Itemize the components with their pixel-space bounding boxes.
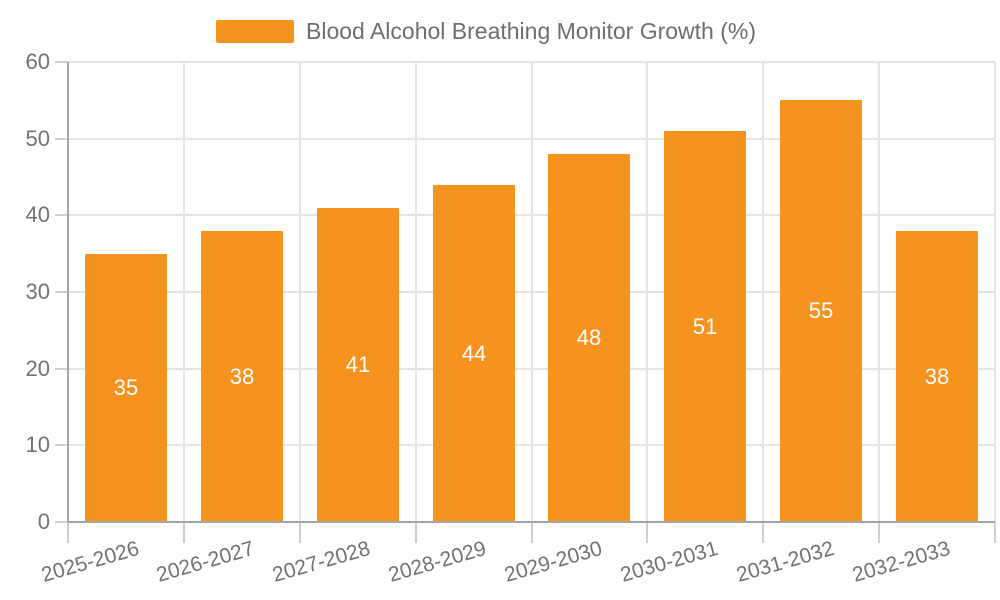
x-gridline — [762, 62, 765, 522]
x-axis-label: 2026-2027 — [154, 537, 258, 587]
bar[interactable]: 48 — [548, 154, 630, 522]
x-axis-tick — [414, 522, 417, 543]
bar[interactable]: 38 — [201, 231, 283, 522]
legend-swatch — [216, 19, 294, 43]
x-axis-label: 2032-2033 — [849, 537, 953, 587]
x-axis-line — [68, 521, 995, 523]
y-axis-tick — [55, 214, 68, 217]
bar-value-label: 35 — [113, 375, 139, 400]
legend-label: Blood Alcohol Breathing Monitor Growth (… — [306, 18, 756, 44]
bar[interactable]: 38 — [896, 231, 978, 522]
x-axis-label: 2030-2031 — [617, 537, 721, 587]
bar-value-label: 41 — [345, 352, 371, 377]
x-axis-label: 2029-2030 — [501, 537, 605, 587]
x-gridline — [182, 62, 185, 522]
bar[interactable]: 35 — [85, 254, 167, 522]
x-gridline — [530, 62, 533, 522]
y-axis-line — [67, 62, 69, 522]
y-axis-tick — [55, 137, 68, 140]
y-axis-label: 30 — [25, 279, 50, 304]
bar-value-label: 44 — [461, 340, 487, 366]
x-axis-tick — [182, 522, 185, 543]
legend-item[interactable]: Blood Alcohol Breathing Monitor Growth (… — [216, 19, 756, 43]
bar-value-label: 48 — [576, 325, 602, 350]
x-axis-label: 2027-2028 — [270, 537, 374, 587]
x-axis-tick — [530, 522, 533, 543]
bar-value-label: 51 — [692, 313, 718, 339]
y-axis-label: 0 — [37, 509, 50, 534]
x-gridline — [298, 62, 301, 522]
x-axis-tick — [298, 522, 301, 543]
bar-value-label: 55 — [808, 298, 834, 323]
y-axis-label: 60 — [25, 49, 50, 74]
x-axis-tick — [878, 522, 881, 543]
x-axis-tick — [67, 522, 69, 543]
x-gridline — [646, 62, 649, 522]
bar[interactable]: 51 — [664, 131, 746, 522]
bar[interactable]: 55 — [780, 100, 862, 522]
x-axis-label: 2028-2029 — [386, 537, 489, 587]
y-axis-label: 10 — [25, 432, 50, 458]
y-axis-label: 40 — [25, 202, 50, 228]
y-axis-tick — [55, 367, 68, 370]
x-axis-tick — [646, 522, 649, 543]
x-gridline — [994, 62, 996, 522]
bar-value-label: 38 — [924, 363, 950, 389]
y-axis-tick — [55, 444, 68, 447]
y-axis-tick — [55, 61, 68, 63]
x-axis-label: 2031-2032 — [733, 537, 837, 587]
bar[interactable]: 41 — [317, 208, 399, 522]
x-gridline — [878, 62, 881, 522]
bar[interactable]: 44 — [433, 185, 515, 522]
y-axis-label: 50 — [25, 125, 50, 151]
y-axis-tick — [55, 521, 68, 523]
y-axis-tick — [55, 291, 68, 293]
bar-value-label: 38 — [229, 363, 255, 389]
x-axis-tick — [762, 522, 765, 543]
x-gridline — [414, 62, 417, 522]
x-axis-tick — [994, 522, 996, 543]
y-axis-label: 20 — [25, 355, 50, 381]
x-axis-label: 2025-2026 — [38, 537, 142, 587]
